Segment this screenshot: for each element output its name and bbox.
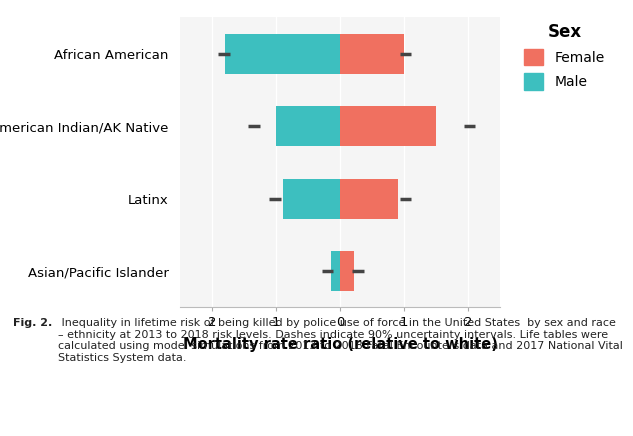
Bar bbox=[330, 251, 341, 291]
Bar bbox=[283, 179, 341, 218]
Legend: Female, Male: Female, Male bbox=[520, 19, 609, 94]
Bar bbox=[276, 106, 340, 146]
Bar bbox=[341, 179, 398, 218]
Text: Inequality in lifetime risk of being killed by police use of force in the United: Inequality in lifetime risk of being kil… bbox=[58, 318, 623, 363]
Text: Fig. 2.: Fig. 2. bbox=[13, 318, 52, 328]
Bar bbox=[341, 34, 404, 74]
Bar bbox=[225, 34, 341, 74]
X-axis label: Mortality rate ratio (relative to white): Mortality rate ratio (relative to white) bbox=[183, 337, 498, 352]
Bar bbox=[341, 251, 354, 291]
Bar bbox=[341, 106, 436, 146]
